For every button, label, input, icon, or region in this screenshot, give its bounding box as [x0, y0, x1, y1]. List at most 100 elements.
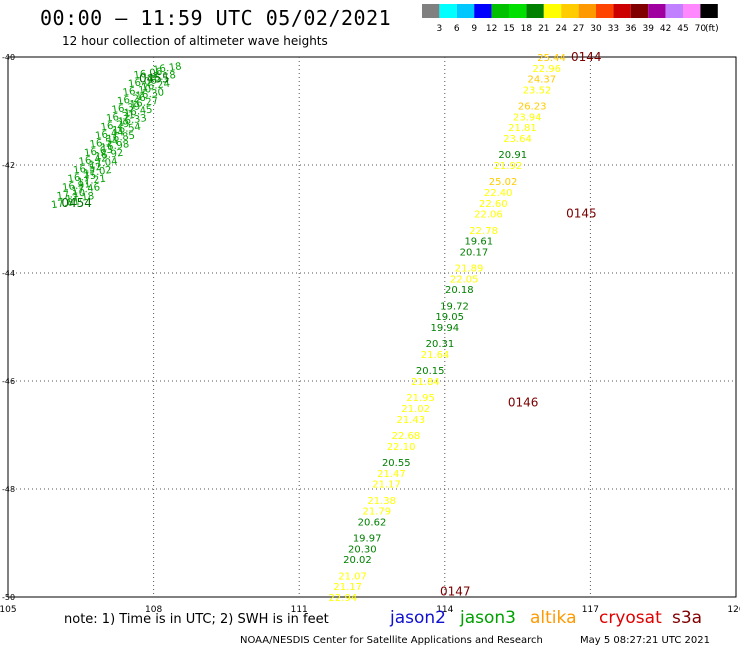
swh-value-label: 17.46 — [71, 182, 101, 197]
swh-value-label: 21.43 — [397, 415, 426, 426]
colorbar-tick-label: 45 — [677, 24, 688, 34]
swh-value-label: 16.18 — [147, 70, 177, 85]
swh-value-label: 16.31 — [106, 110, 136, 125]
swh-value-label: 17.04 — [88, 156, 118, 171]
swh-value-label: 22.94 — [329, 593, 358, 604]
colorbar-swatch — [648, 4, 666, 18]
colorbar-swatch — [474, 4, 492, 18]
pass-time-label: 0454 — [61, 196, 92, 210]
swh-value-label: 20.17 — [460, 247, 489, 258]
swh-value-label: 17.21 — [77, 174, 107, 189]
swh-value-label: 16.63 — [84, 144, 114, 159]
swh-value-label: 17.01 — [51, 196, 81, 211]
swh-value-label: 22.40 — [484, 188, 513, 199]
swh-value-label: 21.84 — [411, 377, 440, 388]
swh-value-label: 16.39 — [111, 101, 141, 116]
figure-subtitle: 12 hour collection of altimeter wave hei… — [62, 34, 328, 48]
latitude-tick-label: -44 — [2, 269, 15, 278]
swh-value-label: 21.17 — [372, 480, 401, 491]
longitude-tick-label: 108 — [145, 605, 162, 615]
colorbar-tick-label: 36 — [625, 24, 637, 34]
longitude-tick-label: 114 — [436, 605, 453, 615]
swh-value-label: 23.94 — [513, 112, 542, 123]
longitude-tick-label: 117 — [582, 605, 599, 615]
latitude-tick-label: -46 — [2, 377, 15, 386]
colorbar-tick-label: 18 — [521, 24, 533, 34]
swh-value-label: 20.02 — [343, 555, 372, 566]
figure-title: 00:00 – 11:59 UTC 05/02/2021 — [40, 6, 392, 30]
swh-value-label: 21.81 — [508, 123, 537, 134]
swh-value-label: 17.10 — [56, 188, 86, 203]
latitude-tick-label: -48 — [2, 485, 15, 494]
swh-value-label: 19.05 — [435, 312, 464, 323]
colorbar-swatch — [422, 4, 440, 18]
swh-value-label: 20.55 — [382, 458, 411, 469]
swh-value-label: 22.10 — [387, 442, 416, 453]
swh-value-label: 16.98 — [100, 139, 130, 154]
colorbar-tick-label: 15 — [503, 24, 514, 34]
swh-value-label: 19.94 — [430, 323, 459, 334]
swh-value-label: 16.92 — [94, 148, 124, 163]
mission-label-cryosat: cryosat — [599, 608, 662, 628]
swh-value-label: 23.64 — [503, 134, 532, 145]
swh-value-label: 16.91 — [62, 179, 92, 194]
swh-value-label: 21.38 — [367, 496, 396, 507]
swh-value-label: 16.06 — [128, 75, 158, 90]
credit-text: NOAA/NESDIS Center for Satellite Applica… — [240, 635, 543, 646]
colorbar-swatch — [543, 4, 562, 18]
colorbar-tick-label: 33 — [608, 24, 619, 34]
pass-time-label: 0147 — [440, 585, 471, 599]
pass-time-label: 0144 — [571, 50, 602, 64]
swh-value-label: 22.06 — [474, 210, 503, 221]
swh-value-label: 16.10 — [122, 84, 152, 99]
colorbar-tick-label: 30 — [590, 24, 602, 34]
swh-value-label: 16.42 — [78, 153, 108, 168]
mission-label-altika: altika — [530, 608, 577, 628]
colorbar-swatch — [665, 4, 683, 18]
swh-value-label: 25.02 — [489, 177, 518, 188]
swh-value-label: 20.62 — [358, 517, 387, 528]
longitude-tick-label: 105 — [0, 605, 17, 615]
colorbar-swatch — [561, 4, 579, 18]
swh-value-label: 22.78 — [469, 226, 498, 237]
pass-time-label: 0146 — [508, 396, 539, 410]
swh-value-label: 20.15 — [416, 366, 445, 377]
swh-value-label: 16.26 — [117, 93, 147, 108]
swh-value-label: 16.24 — [141, 79, 171, 94]
latitude-tick-label: -42 — [2, 161, 15, 170]
longitude-tick-label: 111 — [291, 605, 308, 615]
colorbar-tick-label: 70 — [695, 24, 707, 34]
swh-value-label: 16.54 — [112, 122, 142, 137]
colorbar-tick-label: 12 — [486, 24, 497, 34]
colorbar-swatch — [491, 4, 509, 18]
swh-value-label: 22.05 — [450, 274, 479, 285]
swh-value-label: 22.96 — [532, 64, 561, 75]
swh-value-label: 21.07 — [338, 571, 367, 582]
colorbar-tick-label: 9 — [471, 24, 477, 34]
swh-value-label: 24.37 — [528, 75, 557, 86]
colorbar-tick-label: 42 — [660, 24, 671, 34]
longitude-tick-label: 120 — [727, 605, 740, 615]
swh-value-label: 22.60 — [479, 199, 508, 210]
swh-value-label: 16.06 — [133, 67, 163, 82]
swh-value-label: 21.17 — [333, 582, 362, 593]
swh-value-label: 21.92 — [494, 161, 523, 172]
colorbar-swatch — [683, 4, 701, 18]
swh-value-label: 23.52 — [523, 85, 552, 96]
timestamp-text: May 5 08:27:21 UTC 2021 — [580, 635, 710, 646]
swh-value-label: 20.18 — [445, 285, 474, 296]
swh-value-label: 16.18 — [152, 61, 182, 76]
colorbar-tick-label: 24 — [555, 24, 567, 34]
swh-value-label: 20.30 — [348, 544, 377, 555]
swh-value-label: 16.85 — [106, 130, 136, 145]
mission-label-jason2: jason2 — [390, 608, 446, 628]
colorbar-swatch — [578, 4, 596, 18]
swh-value-label: 16.44 — [95, 127, 125, 142]
colorbar-unit-label: (ft) — [705, 24, 719, 34]
swh-value-label: 21.95 — [406, 393, 435, 404]
swh-value-label: 25.44 — [537, 53, 566, 64]
swh-value-label: 16.45 — [123, 104, 153, 119]
pass-time-label: 0145 — [566, 207, 597, 221]
swh-value-label: 17.18 — [65, 191, 95, 206]
latitude-tick-label: -40 — [2, 53, 15, 62]
